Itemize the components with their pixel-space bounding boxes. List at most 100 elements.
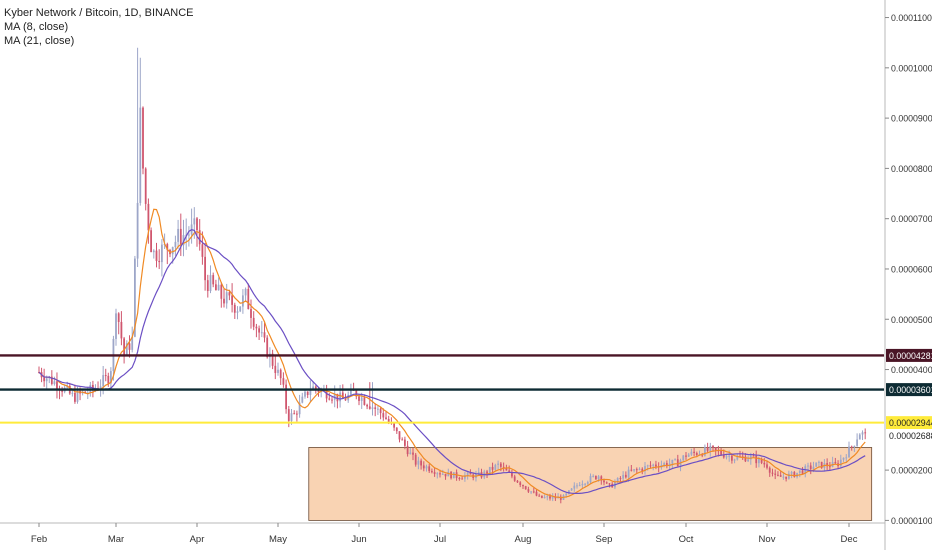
candle-body xyxy=(287,409,290,421)
candle-body xyxy=(290,413,293,421)
candle-body xyxy=(53,381,56,384)
legend-ma8: MA (8, close) xyxy=(4,21,69,33)
candle-body xyxy=(104,375,107,377)
candle-body xyxy=(704,447,706,456)
candle-body xyxy=(519,482,522,486)
candle-body xyxy=(363,397,366,405)
candle-body xyxy=(763,462,766,465)
candle-body xyxy=(513,476,516,481)
last-price-label: 0.00002688 xyxy=(889,431,932,441)
candle-body xyxy=(158,260,161,263)
candle-body xyxy=(206,280,209,292)
level-label-1-bg xyxy=(886,348,932,362)
candle-body xyxy=(477,472,480,474)
candle-body xyxy=(252,317,255,327)
candle-body xyxy=(433,472,436,474)
candle-body xyxy=(744,456,747,462)
candle-body xyxy=(155,250,158,261)
candle-body xyxy=(725,456,728,458)
candle-body xyxy=(285,384,287,410)
candle-body xyxy=(687,454,690,457)
candle-body xyxy=(198,230,201,245)
candle-body xyxy=(50,376,53,384)
candle-body xyxy=(260,332,263,334)
candle-body xyxy=(92,384,94,390)
candle-body xyxy=(559,496,562,500)
candle-body xyxy=(502,466,505,468)
candle-body xyxy=(144,168,147,204)
candle-body xyxy=(630,469,633,471)
candle-body xyxy=(850,446,853,448)
x-tick-label: Aug xyxy=(515,534,532,545)
chart-title: Kyber Network / Bitcoin, 1D, BINANCE xyxy=(4,7,194,19)
candle-body xyxy=(223,298,225,304)
candle-body xyxy=(43,377,46,382)
candle-body xyxy=(491,466,494,470)
candle-body xyxy=(360,397,363,401)
candle-body xyxy=(538,495,541,497)
candle-body xyxy=(635,469,638,471)
candle-body xyxy=(649,465,652,467)
candle-body xyxy=(414,454,417,465)
candle-body xyxy=(271,353,274,366)
candle-body xyxy=(578,485,581,487)
candle-body xyxy=(436,473,439,475)
candle-body xyxy=(404,439,406,446)
candle-body xyxy=(605,482,608,484)
candle-body xyxy=(581,483,584,486)
candle-body xyxy=(150,230,152,253)
level-label-2-bg xyxy=(886,383,932,397)
candle-body xyxy=(782,476,785,478)
candle-body xyxy=(115,313,117,339)
candle-body xyxy=(374,407,377,409)
candle-body xyxy=(543,497,546,499)
candle-body xyxy=(641,468,644,472)
x-tick-label: Jun xyxy=(351,534,366,545)
candle-body xyxy=(693,451,695,453)
candle-body xyxy=(861,432,864,435)
candle-body xyxy=(709,445,712,451)
candle-body xyxy=(488,466,491,474)
candle-body xyxy=(570,488,573,491)
candle-body xyxy=(541,495,543,498)
candle-body xyxy=(722,454,725,458)
candle-body xyxy=(864,432,867,434)
candle-body xyxy=(597,476,600,480)
candle-body xyxy=(755,455,758,464)
candle-body xyxy=(209,275,212,292)
candle-body xyxy=(228,292,231,296)
candle-body xyxy=(123,338,125,355)
x-tick-label: Sep xyxy=(596,534,613,545)
candle-body xyxy=(801,470,804,474)
candle-body xyxy=(128,343,131,350)
candle-body xyxy=(166,243,169,250)
candle-body xyxy=(608,483,611,485)
candle-body xyxy=(768,467,771,473)
level-label-1: 0.00004281 xyxy=(889,351,932,361)
candle-body xyxy=(798,470,801,473)
candle-body xyxy=(706,447,709,451)
candle-body xyxy=(412,452,414,455)
candle-body xyxy=(204,256,206,281)
candle-body xyxy=(644,466,646,472)
candle-body xyxy=(627,469,630,478)
level-label-3: 0.00002944 xyxy=(889,418,932,428)
candle-body xyxy=(549,496,551,499)
candle-body xyxy=(120,321,123,339)
candle-body xyxy=(282,378,285,385)
candle-body xyxy=(793,472,796,477)
candle-body xyxy=(600,476,603,481)
candle-body xyxy=(301,396,304,403)
candle-body xyxy=(298,402,301,415)
x-tick-label: Nov xyxy=(759,534,776,545)
candle-body xyxy=(293,413,296,415)
candle-body xyxy=(522,485,524,487)
candle-body xyxy=(193,218,196,225)
candle-body xyxy=(244,288,247,296)
